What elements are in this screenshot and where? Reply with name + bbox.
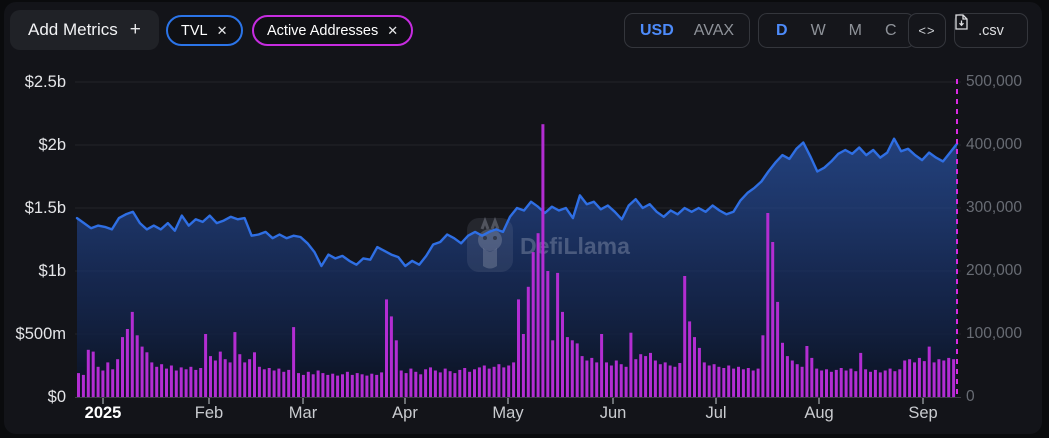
right-axis-label: 200,000 — [966, 262, 1023, 279]
tvl-area-series — [77, 138, 957, 397]
period-option-daily[interactable]: D — [776, 21, 788, 39]
left-axis-label: $1.5b — [24, 199, 66, 217]
metric-pill-active-addresses[interactable]: Active Addresses ✕ — [252, 15, 414, 46]
period-option-weekly[interactable]: W — [810, 21, 826, 39]
left-axis-label: $2.5b — [24, 73, 66, 91]
period-option-monthly[interactable]: M — [848, 21, 862, 39]
x-axis-label: Jul — [705, 404, 727, 422]
x-axis-label: May — [492, 404, 524, 422]
add-metrics-label: Add Metrics — [28, 20, 118, 39]
left-axis-label: $1b — [38, 262, 66, 280]
metric-pill-active-addresses-label: Active Addresses — [267, 22, 379, 39]
close-icon[interactable]: ✕ — [387, 22, 399, 38]
currency-option-avax[interactable]: AVAX — [693, 21, 735, 39]
right-axis-label: 400,000 — [966, 136, 1023, 153]
active-addresses-bars — [77, 124, 956, 398]
embed-code-icon: <> — [918, 23, 936, 38]
x-axis-label: Mar — [288, 404, 318, 422]
currency-option-usd[interactable]: USD — [640, 21, 674, 39]
download-csv-button[interactable]: .csv — [954, 13, 1028, 48]
x-axis-label: Sep — [908, 404, 938, 422]
add-metrics-button[interactable]: Add Metrics + — [10, 10, 159, 50]
csv-label: .csv — [978, 22, 1004, 39]
right-axis-label: 0 — [966, 388, 975, 405]
x-axis-label: Jun — [599, 404, 627, 422]
plus-icon: + — [129, 19, 141, 40]
x-axis-label: Feb — [194, 404, 224, 422]
x-axis-ticks — [102, 398, 924, 404]
period-toggle: D W M C — [758, 13, 915, 48]
left-axis-label: $2b — [38, 136, 66, 154]
left-axis-label: $0 — [47, 388, 66, 406]
x-axis-label: 2025 — [84, 404, 122, 422]
right-axis-label: 300,000 — [966, 199, 1023, 216]
right-axis-label: 100,000 — [966, 325, 1023, 342]
left-axis-label: $500m — [15, 325, 66, 343]
currency-toggle: USD AVAX — [624, 13, 751, 48]
metric-pill-tvl[interactable]: TVL ✕ — [166, 15, 243, 46]
tvl-line-series — [75, 137, 959, 268]
x-axis-label: Apr — [392, 404, 418, 422]
metric-pill-tvl-label: TVL — [181, 22, 208, 39]
close-icon[interactable]: ✕ — [216, 22, 228, 38]
csv-file-icon — [955, 14, 968, 30]
x-axis-label: Aug — [804, 404, 834, 422]
period-option-cumulative[interactable]: C — [885, 21, 897, 39]
embed-button[interactable]: <> — [908, 13, 946, 48]
watermark-text: DefiLlama — [520, 233, 630, 259]
right-axis-label: 500,000 — [966, 73, 1023, 90]
